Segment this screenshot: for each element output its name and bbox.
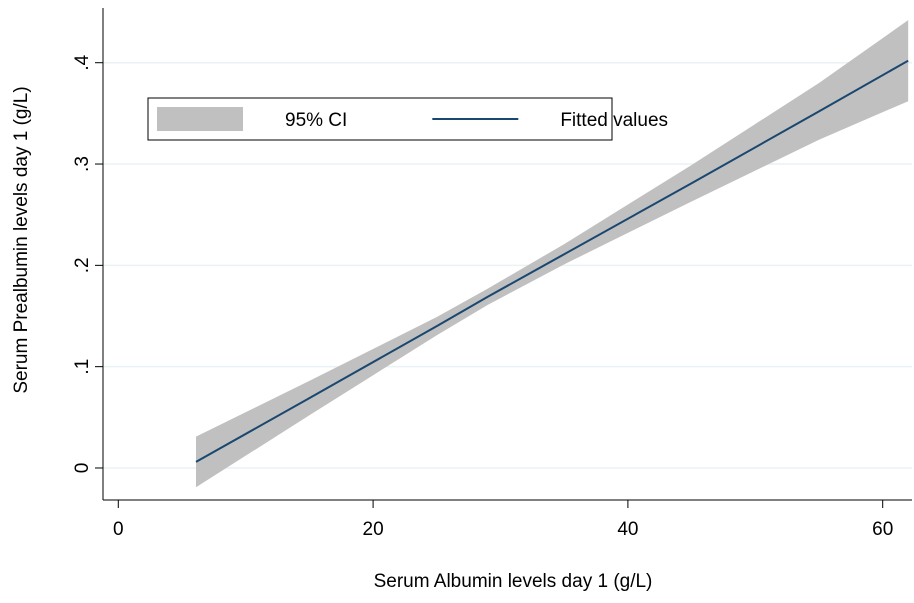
x-tick-label: 0 (113, 519, 124, 540)
fitted-line (195, 59, 909, 463)
x-tick-label: 40 (617, 519, 638, 540)
x-tick-label: 60 (872, 519, 893, 540)
x-axis-label: Serum Albumin levels day 1 (g/L) (374, 571, 653, 592)
x-tick-label: 20 (363, 519, 384, 540)
ci-band (196, 20, 909, 488)
y-tick-label: .2 (72, 257, 93, 273)
legend-swatch (157, 107, 243, 131)
y-tick-label: .1 (72, 359, 93, 375)
legend-label: Fitted values (560, 110, 668, 131)
y-axis-label: Serum Prealbumin levels day 1 (g/L) (11, 86, 32, 393)
y-tick-label: .3 (72, 156, 93, 172)
y-tick-label: .4 (72, 54, 93, 70)
y-tick-label: 0 (72, 463, 93, 474)
legend-label: 95% CI (285, 110, 347, 131)
